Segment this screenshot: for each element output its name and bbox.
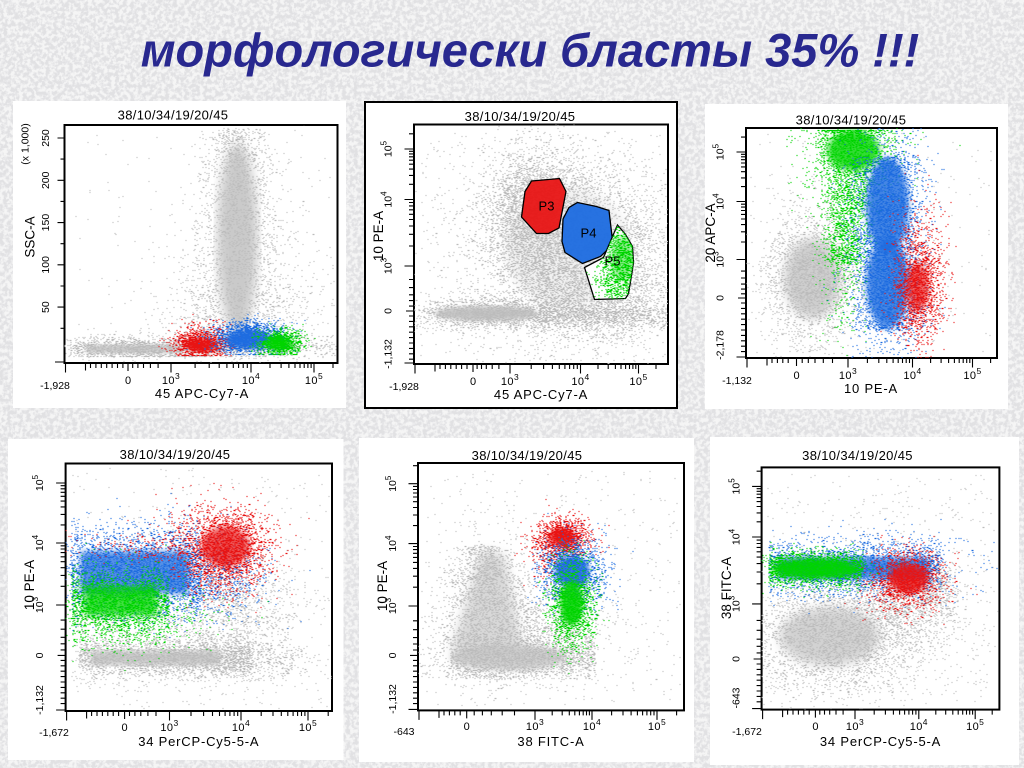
svg-text:38/10/34/19/20/45: 38/10/34/19/20/45 (465, 109, 576, 124)
svg-text:250: 250 (40, 129, 52, 147)
svg-text:P3: P3 (539, 199, 555, 214)
svg-text:38 FITC-A: 38 FITC-A (719, 557, 734, 619)
svg-text:P5: P5 (605, 254, 621, 269)
svg-text:0: 0 (125, 375, 131, 387)
svg-text:-1,672: -1,672 (39, 727, 69, 739)
svg-text:SSC-A: SSC-A (23, 216, 38, 257)
svg-text:0: 0 (731, 656, 743, 662)
svg-text:10 PE-A: 10 PE-A (844, 381, 898, 396)
svg-text:45 APC-Cy7-A: 45 APC-Cy7-A (155, 386, 249, 401)
svg-text:0: 0 (715, 295, 727, 301)
svg-text:0: 0 (470, 376, 476, 388)
svg-text:38/10/34/19/20/45: 38/10/34/19/20/45 (118, 108, 229, 123)
svg-text:0: 0 (34, 652, 46, 658)
svg-text:0: 0 (793, 370, 799, 382)
svg-text:38/10/34/19/20/45: 38/10/34/19/20/45 (472, 448, 583, 463)
svg-text:38/10/34/19/20/45: 38/10/34/19/20/45 (796, 113, 907, 128)
svg-text:0: 0 (464, 721, 470, 733)
svg-text:50: 50 (40, 301, 52, 313)
svg-text:100: 100 (40, 256, 52, 274)
svg-text:-2,178: -2,178 (715, 330, 727, 360)
svg-text:-1,928: -1,928 (389, 381, 419, 393)
svg-text:0: 0 (383, 308, 395, 314)
svg-text:-1,672: -1,672 (732, 726, 762, 738)
svg-text:(x 1,000): (x 1,000) (20, 123, 32, 164)
svg-text:10 PE-A: 10 PE-A (371, 211, 386, 261)
svg-text:-1,928: -1,928 (40, 380, 70, 392)
svg-text:20 APC-A: 20 APC-A (703, 203, 718, 262)
svg-text:-643: -643 (731, 687, 743, 708)
svg-text:150: 150 (40, 214, 52, 232)
svg-text:10 PE-A: 10 PE-A (22, 560, 37, 610)
svg-text:-1,132: -1,132 (34, 685, 46, 715)
svg-text:38 FITC-A: 38 FITC-A (517, 734, 584, 749)
svg-text:0: 0 (812, 721, 818, 733)
svg-text:34 PerCP-Cy5-5-A: 34 PerCP-Cy5-5-A (138, 734, 259, 749)
svg-text:-1,132: -1,132 (722, 375, 752, 387)
svg-text:38/10/34/19/20/45: 38/10/34/19/20/45 (120, 447, 231, 462)
svg-text:0: 0 (122, 722, 128, 734)
svg-text:-643: -643 (393, 726, 414, 738)
svg-text:10 PE-A: 10 PE-A (375, 561, 390, 611)
svg-text:34 PerCP-Cy5-5-A: 34 PerCP-Cy5-5-A (820, 734, 941, 749)
svg-text:морфологически бласты 35% !!!: морфологически бласты 35% !!! (141, 24, 920, 77)
svg-text:P4: P4 (581, 226, 597, 241)
svg-text:0: 0 (387, 652, 399, 658)
svg-text:45 APC-Cy7-A: 45 APC-Cy7-A (494, 387, 588, 402)
svg-text:-1,132: -1,132 (383, 339, 395, 369)
svg-text:38/10/34/19/20/45: 38/10/34/19/20/45 (802, 448, 913, 463)
svg-text:-1,132: -1,132 (387, 684, 399, 714)
svg-text:200: 200 (40, 171, 52, 189)
